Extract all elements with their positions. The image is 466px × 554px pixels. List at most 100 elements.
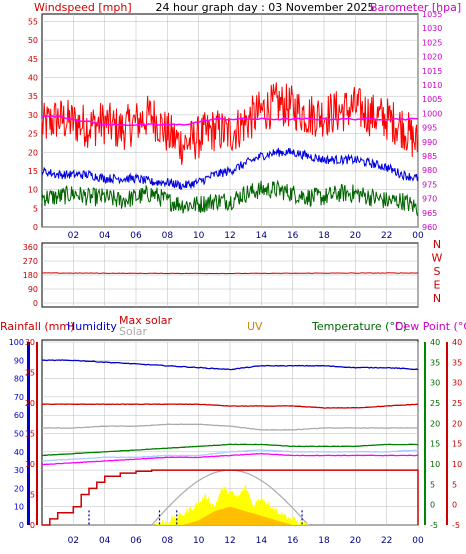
top-right-tick-label: 1030 — [422, 24, 442, 33]
dewpoint-tick-label: 0 — [452, 501, 457, 510]
temperature-tick-label: 40 — [430, 338, 440, 347]
top-x-tick-label: 18 — [318, 231, 330, 241]
top-left-tick-label: 0 — [33, 223, 38, 232]
compass-label: W — [432, 252, 443, 265]
top-left-tick-label: 35 — [28, 92, 38, 101]
direction-left-ticks: 0 90 180 270 360 — [23, 243, 38, 308]
direction-tick-label: 270 — [23, 257, 38, 266]
humidity-tick-label: 0 — [19, 521, 24, 530]
bottom-series-line-dewpoint — [41, 452, 419, 466]
rain-tick-label: 20 — [25, 399, 35, 408]
top-series-line-avg — [41, 179, 419, 217]
bottom-x-tick-label: 06 — [130, 536, 142, 546]
dewpoint-tick-label: 35 — [452, 358, 462, 367]
direction-series-line — [41, 272, 419, 275]
top-x-ticks: 02 04 06 08 10 12 14 16 18 20 22 00 — [68, 231, 424, 241]
bottom-x-tick-label: 18 — [318, 536, 330, 546]
temperature-tick-label: 35 — [430, 358, 440, 367]
compass-label: S — [434, 265, 441, 278]
compass-label: E — [434, 279, 441, 292]
rainfall-cumulative-line — [42, 469, 419, 526]
top-left-tick-label: 15 — [28, 167, 38, 176]
top-series-line-windspeed2 — [41, 147, 419, 190]
top-right-ticks: 960 965 970 975 980 985 990 995 1000 1005 1010 1015… — [422, 10, 442, 232]
compass-label: N — [433, 238, 441, 251]
top-right-tick-label: 965 — [422, 209, 437, 218]
rain-tick-label: 10 — [25, 460, 35, 469]
top-right-tick-label: 1020 — [422, 53, 442, 62]
temperature-axis-label: Temperature (°C) — [311, 320, 407, 333]
direction-grid — [42, 243, 419, 307]
humidity-tick-label: 10 — [14, 503, 24, 512]
top-x-tick-label: 02 — [68, 231, 79, 241]
top-title: 24 hour graph day : 03 November 2025 — [155, 1, 374, 14]
top-series — [41, 82, 419, 217]
rain-axis-bar — [36, 342, 38, 525]
dewpoint-tick-label: -5 — [452, 521, 460, 530]
top-right-tick-label: 995 — [422, 124, 437, 133]
humidity-tick-label: 100 — [9, 338, 24, 347]
top-right-tick-label: 1010 — [422, 81, 442, 90]
top-right-tick-label: 1005 — [422, 95, 442, 104]
bottom-series-line-temperature — [41, 443, 419, 457]
temperature-tick-label: 0 — [430, 501, 435, 510]
top-x-tick-label: 04 — [99, 231, 111, 241]
top-right-tick-label: 960 — [422, 223, 437, 232]
bottom-series — [41, 359, 419, 526]
direction-tick-label: 0 — [33, 299, 38, 308]
bottom-x-tick-label: 14 — [256, 536, 268, 546]
dewpoint-tick-label: 40 — [452, 338, 462, 347]
top-left-tick-label: 25 — [28, 130, 38, 139]
humidity-axis-label: Humidity — [67, 320, 117, 333]
uv-label: UV — [247, 320, 263, 333]
top-left-tick-label: 45 — [28, 55, 38, 64]
humidity-tick-label: 40 — [14, 448, 24, 457]
temperature-tick-label: -5 — [430, 521, 438, 530]
top-series-line-gust — [41, 82, 419, 165]
bottom-series-line-humidity — [41, 359, 419, 371]
rain-tick-label: 0 — [30, 521, 35, 530]
top-left-tick-label: 55 — [28, 17, 38, 26]
bottom-x-tick-label: 10 — [193, 536, 205, 546]
top-left-tick-label: 30 — [28, 111, 38, 120]
bottom-x-ticks: 02 04 06 08 10 12 14 16 18 20 22 00 — [68, 536, 424, 546]
top-series-line-barometer — [41, 114, 419, 127]
top-right-tick-label: 990 — [422, 138, 437, 147]
top-x-tick-label: 10 — [193, 231, 205, 241]
top-right-tick-label: 975 — [422, 180, 437, 189]
humidity-tick-label: 50 — [14, 430, 24, 439]
temperature-tick-label: 30 — [430, 379, 440, 388]
dewpoint-tick-label: 20 — [452, 419, 462, 428]
solar-fill — [151, 483, 309, 525]
bottom-series-line-light_blue — [42, 449, 419, 462]
top-left-tick-label: 50 — [28, 36, 38, 45]
dewpoint-axis-label: Dew Point (°C) — [395, 320, 466, 333]
rain-axis-label: Rainfall (mm) — [0, 320, 74, 333]
top-left-tick-label: 10 — [28, 186, 38, 195]
dewpoint-tick-label: 10 — [452, 460, 462, 469]
dewpoint-tick-label: 25 — [452, 399, 462, 408]
top-grid — [42, 14, 419, 228]
humidity-tick-label: 20 — [14, 484, 24, 493]
rain-tick-label: 30 — [25, 338, 35, 347]
top-right-tick-label: 1000 — [422, 109, 442, 118]
top-right-tick-label: 1015 — [422, 67, 442, 76]
top-x-tick-label: 20 — [350, 231, 362, 241]
bottom-series-line-temp_red — [41, 403, 418, 409]
bottom-x-tick-label: 08 — [162, 536, 174, 546]
bottom-x-tick-label: 00 — [412, 536, 424, 546]
temperature-tick-label: 25 — [430, 399, 440, 408]
bottom-x-tick-label: 12 — [224, 536, 235, 546]
bottom-x-tick-label: 02 — [68, 536, 79, 546]
top-left-ticks: 0 5 10 15 20 25 30 35 40 45 50 55 — [28, 17, 38, 232]
dewpoint-tick-label: 5 — [452, 480, 457, 489]
top-right-axis-label: Barometer [hpa] — [370, 1, 461, 14]
rain-tick-label: 5 — [30, 491, 35, 500]
top-right-tick-label: 980 — [422, 166, 437, 175]
dewpoint-axis-bar — [446, 342, 448, 525]
dewpoint-tick-label: 30 — [452, 379, 462, 388]
bottom-x-tick-label: 20 — [350, 536, 362, 546]
rain-tick-label: 15 — [25, 430, 35, 439]
